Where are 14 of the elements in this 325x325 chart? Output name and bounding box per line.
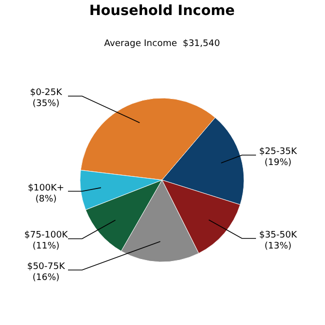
slice-label: $100K+ — [28, 183, 64, 194]
chart-title: Household Income — [89, 3, 235, 19]
slice-label: $50-75K — [27, 262, 66, 272]
data-label: (8%) — [35, 194, 57, 204]
data-label: (13%) — [264, 241, 292, 252]
data-label: (35%) — [32, 99, 60, 110]
slice-label: $35-50K — [259, 230, 298, 240]
data-label: (11%) — [32, 242, 60, 252]
chart-subtitle: Average Income $31,540 — [104, 39, 220, 49]
data-label: (19%) — [264, 158, 292, 168]
slice-label: $75-100K — [24, 230, 69, 241]
data-label: (16%) — [32, 272, 60, 283]
slice-label: $0-25K — [30, 88, 64, 98]
slice-label: $25-35K — [259, 147, 298, 158]
